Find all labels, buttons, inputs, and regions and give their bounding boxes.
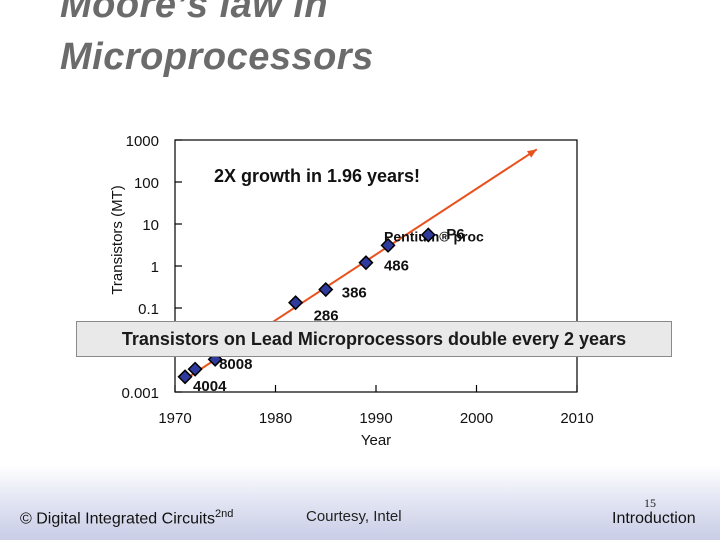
data-label-1: 8008 [219,356,252,373]
footer-credit: Courtesy, Intel [306,508,402,525]
y-tick-label-4: 10 [142,217,159,234]
growth-annotation: 2X growth in 1.96 years! [214,166,420,186]
callout-banner: Transistors on Lead Microprocessors doub… [76,321,672,357]
data-point-6 [358,255,374,271]
x-tick-label-2: 1990 [359,410,392,427]
data-label-5: 386 [342,285,367,302]
data-point-7 [380,237,396,253]
x-tick-label-4: 2010 [560,410,593,427]
x-tick-label-0: 1970 [158,410,191,427]
footer-edition: 2nd [214,508,234,520]
x-tick-label-1: 1980 [259,410,292,427]
y-axis-title: Transistors (MT) [109,185,126,294]
footer-section: Introduction [612,510,696,527]
data-point-1 [187,361,203,377]
data-label-8: P6 [446,226,464,243]
slide-title-line1: Moore’s law in [60,0,329,26]
data-label-4: 286 [314,308,339,325]
data-point-5 [318,281,334,298]
y-tick-label-3: 1 [151,259,159,276]
footer-course-title: © Digital Integrated Circuits2nd [20,508,233,528]
data-point-8 [420,227,436,243]
y-tick-label-0: 0.001 [121,385,159,402]
x-tick-label-3: 2000 [460,410,493,427]
y-tick-label-2: 0.1 [138,301,159,318]
data-label-0: 4004 [193,378,227,395]
data-label-6: 486 [384,258,409,275]
data-point-0 [177,369,193,385]
slide-title-line2: Microprocessors [60,36,374,78]
moores-law-chart: 0.0010.010.11101001000197019801990200020… [109,133,594,449]
footer-course-text: © Digital Integrated Circuits [20,510,215,528]
page-number: 15 [644,496,656,510]
x-axis-title: Year [361,432,391,449]
y-tick-label-5: 100 [134,175,159,192]
footer-band [0,466,720,540]
trend-arrowhead [526,149,537,158]
data-point-4 [288,295,304,311]
y-tick-label-6: 1000 [126,133,159,150]
